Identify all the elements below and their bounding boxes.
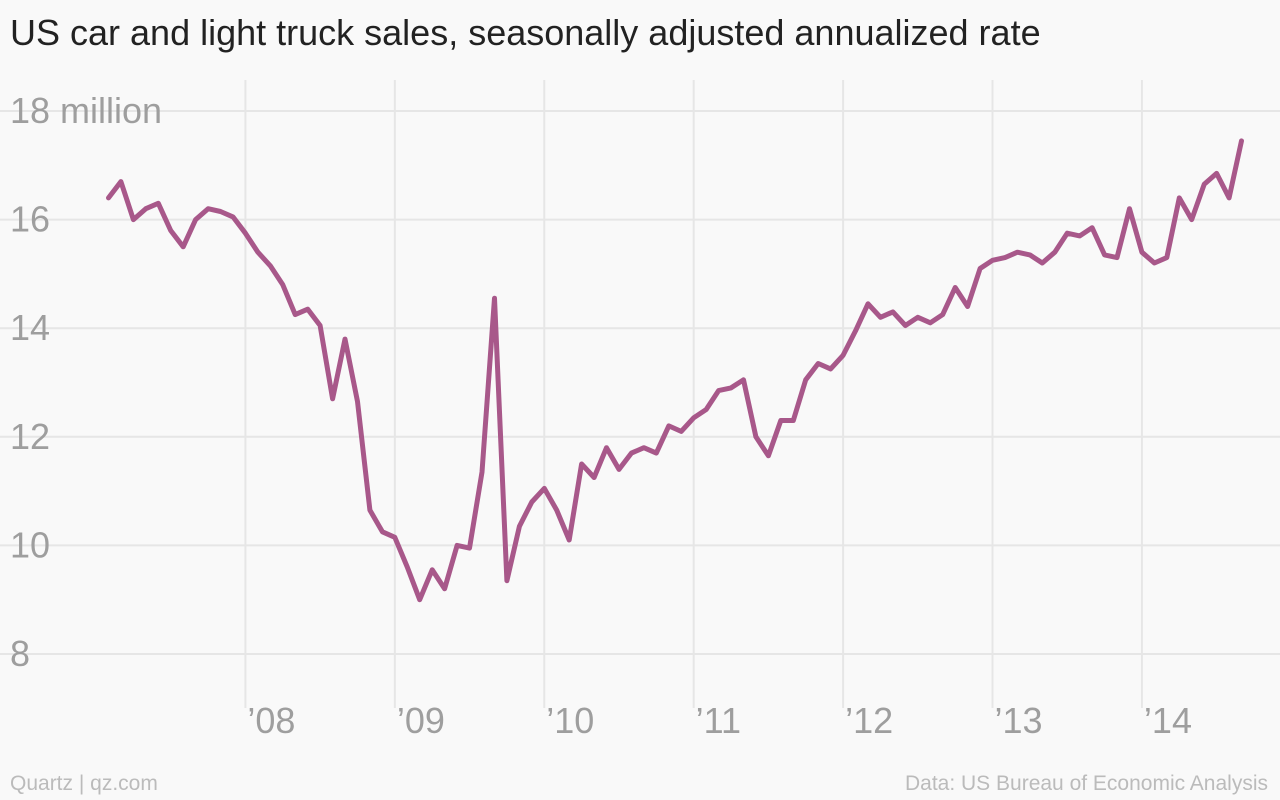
footer-source-left: Quartz | qz.com	[10, 772, 158, 795]
series-group	[106, 138, 1244, 603]
x-tick-label: ’11	[696, 700, 741, 741]
y-tick-label: 16	[10, 199, 50, 240]
y-tick-labels: 8 10 12 14 16 18 million	[10, 90, 162, 674]
y-tick-label: 12	[10, 416, 50, 457]
x-tick-label: ’09	[397, 700, 445, 741]
y-tick-label: 10	[10, 524, 50, 565]
y-tick-label: 14	[10, 307, 50, 348]
x-tick-labels: ’08 ’09 ’10 ’11 ’12 ’13 ’14	[247, 700, 1192, 741]
x-tick-label: ’13	[995, 700, 1043, 741]
y-tick-label: 18 million	[10, 90, 162, 131]
x-tick-label: ’08	[247, 700, 295, 741]
x-tick-label: ’10	[546, 700, 594, 741]
vertical-gridlines	[244, 80, 1143, 708]
horizontal-gridlines	[0, 110, 1280, 655]
footer-source-right: Data: US Bureau of Economic Analysis	[904, 772, 1268, 795]
chart-title: US car and light truck sales, seasonally…	[10, 12, 1041, 53]
x-tick-label: ’12	[845, 700, 893, 741]
x-tick-label: ’14	[1144, 700, 1192, 741]
sales-line	[106, 138, 1244, 603]
y-tick-label: 8	[10, 633, 30, 674]
